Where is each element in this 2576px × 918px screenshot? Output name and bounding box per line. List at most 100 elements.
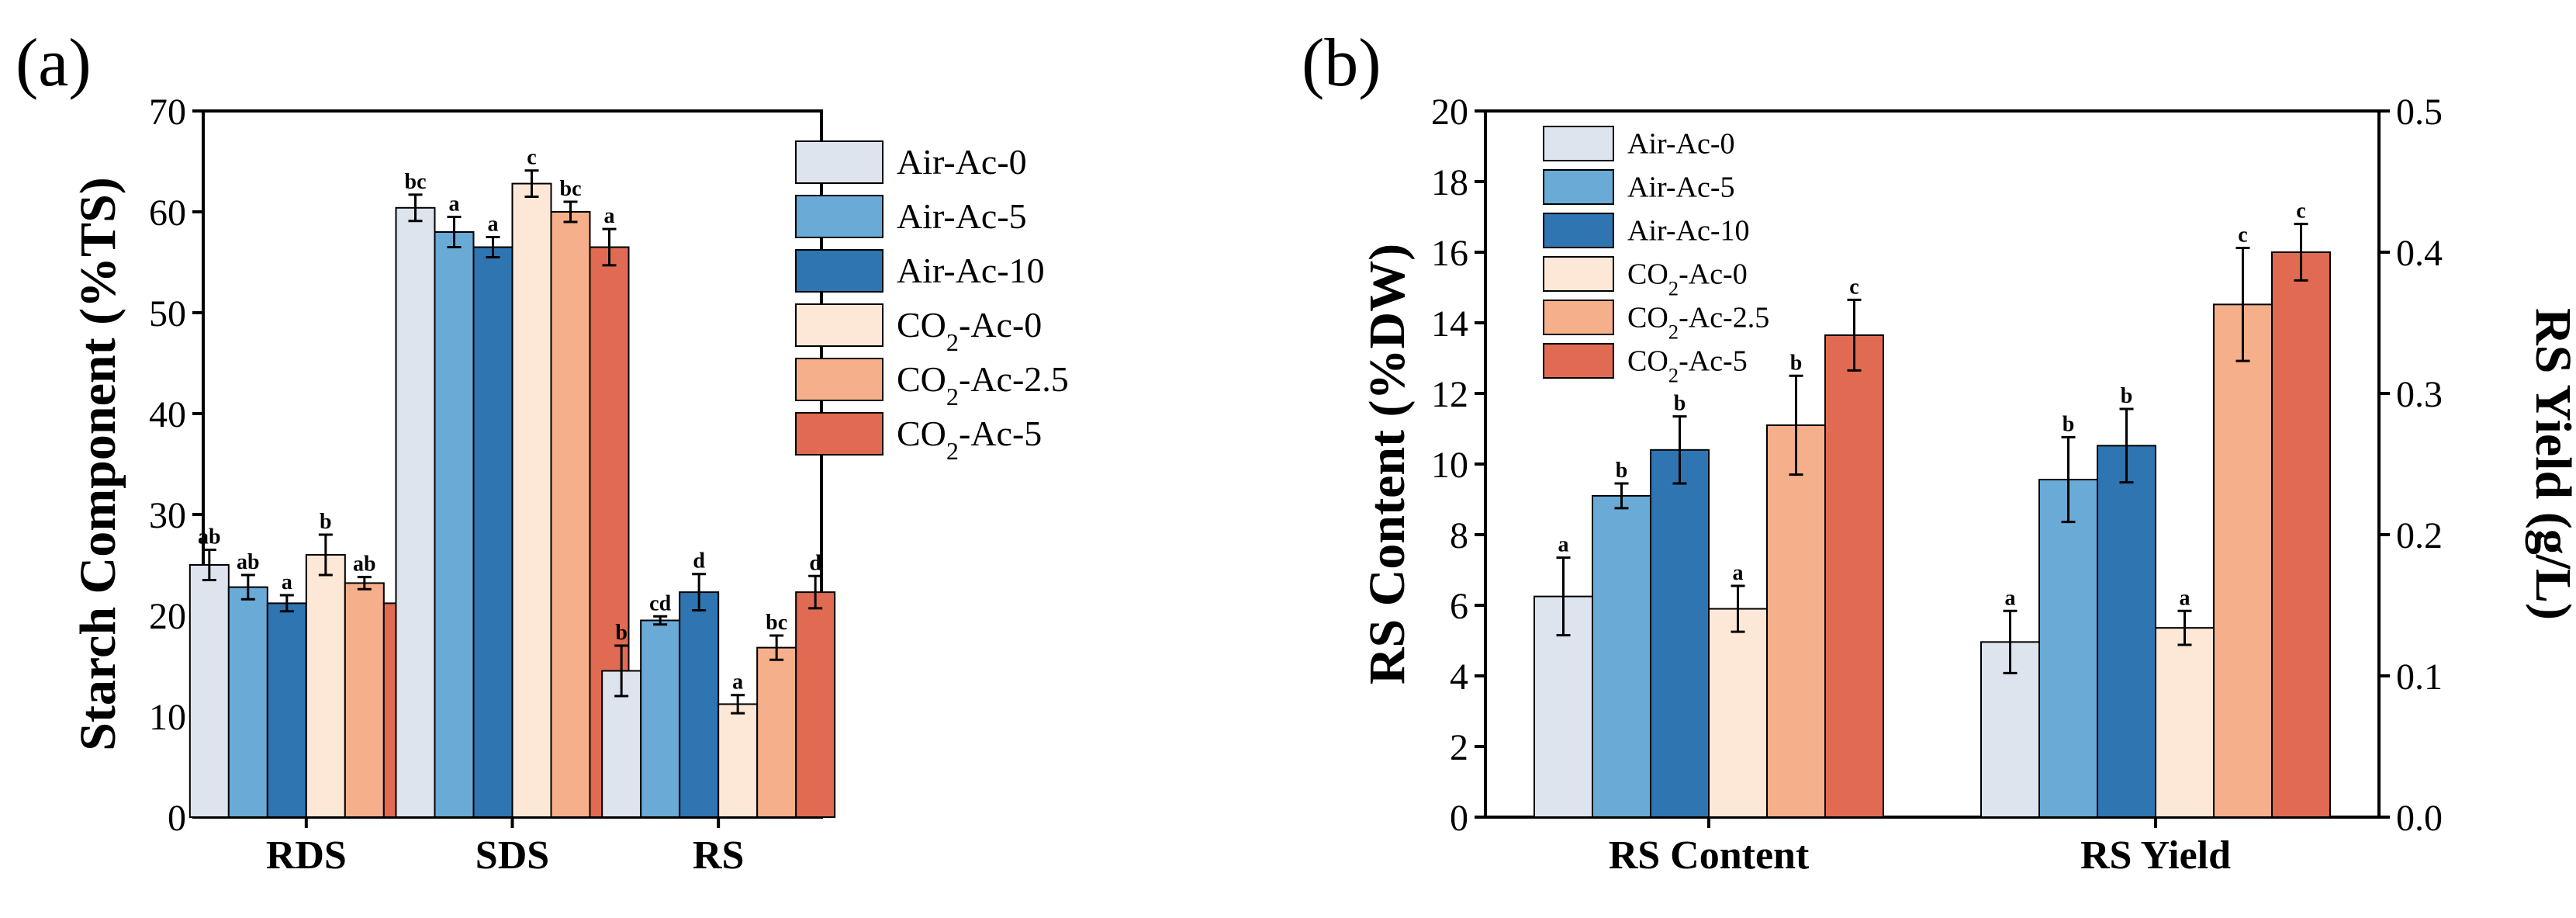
significance-label: b xyxy=(2063,412,2075,436)
significance-label: a xyxy=(1733,561,1744,585)
bar xyxy=(717,703,759,819)
significance-label: ab xyxy=(353,553,376,577)
significance-label: c xyxy=(2238,223,2247,248)
significance-label: b xyxy=(1674,392,1686,416)
bar xyxy=(756,646,797,818)
legend-label: Air-Ac-0 xyxy=(1627,127,1735,160)
significance-label: a xyxy=(2005,586,2016,610)
y-tick-label: 14 xyxy=(1431,303,1468,345)
significance-label: cd xyxy=(649,591,671,615)
chart-b: 0 2 4 6 8 10 12 14 16 18 20 RS Content (%DW) 0.0 0.1 0… xyxy=(1359,92,2576,878)
legend-label: Air-Ac-10 xyxy=(897,251,1045,290)
legend-swatch xyxy=(1543,126,1614,161)
significance-label: a xyxy=(1558,533,1569,557)
bar xyxy=(305,554,346,818)
bar xyxy=(266,602,307,819)
bar xyxy=(1592,494,1651,818)
bar xyxy=(679,591,720,818)
y-tick-label: 20 xyxy=(1431,92,1468,133)
y2-tick-label: 0.2 xyxy=(2396,515,2443,556)
bar xyxy=(472,246,513,818)
significance-label: a xyxy=(282,570,292,594)
y2-tick-label: 0.3 xyxy=(2396,374,2443,415)
legend-label: Air-Ac-5 xyxy=(1627,171,1735,203)
y-tick-label: 70 xyxy=(149,92,186,133)
significance-label: bc xyxy=(560,177,582,201)
significance-label: b xyxy=(320,510,332,534)
significance-label: a xyxy=(488,213,499,237)
legend-swatch xyxy=(1543,343,1614,379)
y-tick-label: 12 xyxy=(1431,374,1468,415)
bar xyxy=(2271,251,2331,818)
y-tick-label: 60 xyxy=(149,192,186,234)
panel-a-label: (a) xyxy=(16,26,92,101)
significance-label: bc xyxy=(405,170,427,194)
significance-label: b xyxy=(2121,384,2133,408)
significance-label: c xyxy=(527,146,536,170)
y-tick-label: 40 xyxy=(149,394,186,435)
significance-label: bc xyxy=(766,611,787,635)
y-tick-label: 30 xyxy=(149,495,186,536)
legend-swatch xyxy=(795,303,883,347)
bar xyxy=(188,564,230,818)
legend-swatch xyxy=(795,412,883,456)
significance-label: a xyxy=(449,192,460,217)
x-tick-label: RS xyxy=(693,833,744,878)
significance-label: b xyxy=(1616,459,1628,483)
legend-label: Air-Ac-0 xyxy=(897,142,1027,182)
x-tick-label: SDS xyxy=(475,833,549,878)
bar xyxy=(550,211,591,818)
significance-label: a xyxy=(604,204,615,228)
legend-swatch xyxy=(1543,256,1614,292)
legend-swatch xyxy=(1543,213,1614,248)
legend-swatch xyxy=(795,249,883,293)
chart-a: 0 10 20 30 40 50 60 70 Starch Component (%TS) RDS… xyxy=(70,92,1069,878)
legend: Air-Ac-0Air-Ac-5Air-Ac-10CO2-Ac-0CO2-Ac-… xyxy=(1543,126,1769,386)
bar xyxy=(1824,334,1884,818)
y-tick-label: 2 xyxy=(1450,727,1468,768)
y-axis-title: RS Content (%DW) xyxy=(1359,244,1416,684)
bar xyxy=(434,231,475,818)
significance-label: ab xyxy=(198,525,221,549)
y-tick-label: 16 xyxy=(1431,233,1468,274)
legend-label: CO2-Ac-2.5 xyxy=(1627,301,1769,343)
x-tick-label: RS Content xyxy=(1609,833,1810,878)
significance-label: ab xyxy=(237,550,260,574)
significance-label: b xyxy=(615,621,628,645)
bar xyxy=(511,182,552,819)
y-tick-label: 0 xyxy=(1450,798,1468,839)
bar xyxy=(795,591,836,818)
legend-label: CO2-Ac-0 xyxy=(1627,258,1748,300)
legend-label: Air-Ac-5 xyxy=(897,196,1027,236)
y2-tick-label: 0.0 xyxy=(2396,798,2443,839)
bar xyxy=(1708,608,1768,818)
panel-b-label: (b) xyxy=(1302,26,1381,101)
bar xyxy=(2213,303,2273,818)
y2-tick-label: 0.5 xyxy=(2396,92,2443,133)
significance-label: a xyxy=(732,670,743,695)
legend-label: Air-Ac-10 xyxy=(1627,214,1750,247)
x-tick-label: RDS xyxy=(266,833,347,878)
bar xyxy=(227,586,268,818)
y-tick-label: 0 xyxy=(168,798,186,839)
significance-label: c xyxy=(1849,275,1859,299)
significance-label: d xyxy=(693,549,705,573)
y2-tick-label: 0.4 xyxy=(2396,233,2443,274)
legend-swatch xyxy=(1543,300,1614,335)
y2-tick-label: 0.1 xyxy=(2396,656,2443,698)
legend-swatch xyxy=(795,140,883,184)
legend-swatch xyxy=(795,358,883,401)
legend-label: CO2-Ac-0 xyxy=(897,305,1042,356)
bar xyxy=(640,619,681,818)
y-axis-title: Starch Component (%TS) xyxy=(70,177,126,751)
y-tick-label: 18 xyxy=(1431,162,1468,203)
legend-label: CO2-Ac-2.5 xyxy=(897,359,1069,411)
legend: Air-Ac-0 Air-Ac-5 Air-Ac-10 CO2-Ac-0CO2-Ac-… xyxy=(795,140,1069,465)
y-tick-label: 10 xyxy=(149,697,186,738)
x-tick-label: RS Yield xyxy=(2080,833,2231,878)
y-tick-label: 20 xyxy=(149,596,186,637)
legend-swatch xyxy=(1543,169,1614,205)
significance-label: c xyxy=(2296,199,2305,223)
legend-label: CO2-Ac-5 xyxy=(1627,345,1748,386)
